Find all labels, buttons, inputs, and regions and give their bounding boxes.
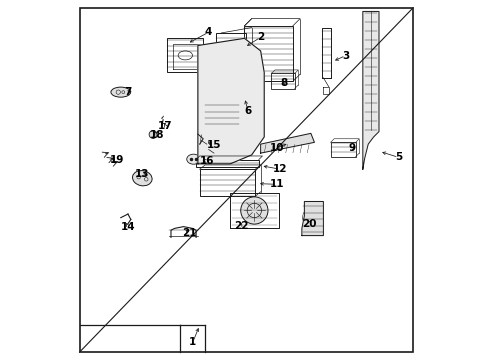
Text: 22: 22 — [233, 221, 247, 230]
Circle shape — [240, 197, 267, 224]
Bar — [196, 159, 258, 167]
Bar — [330, 142, 355, 157]
Text: 17: 17 — [158, 121, 173, 131]
Polygon shape — [362, 12, 378, 169]
Ellipse shape — [132, 171, 152, 186]
Bar — [244, 26, 292, 81]
Text: 10: 10 — [269, 143, 284, 153]
Text: 4: 4 — [204, 27, 212, 37]
Text: 2: 2 — [257, 32, 264, 42]
Polygon shape — [301, 202, 323, 235]
Text: 5: 5 — [394, 152, 402, 162]
Polygon shape — [161, 116, 163, 118]
Text: 13: 13 — [135, 168, 149, 179]
Text: 9: 9 — [348, 143, 355, 153]
Bar — [204, 99, 239, 126]
Text: 20: 20 — [301, 219, 316, 229]
Bar — [215, 33, 246, 76]
Bar — [199, 169, 255, 196]
Text: 21: 21 — [182, 228, 196, 238]
Text: 12: 12 — [273, 164, 287, 174]
Bar — [167, 39, 203, 72]
Ellipse shape — [111, 87, 130, 97]
Text: 1: 1 — [189, 337, 196, 347]
Text: 7: 7 — [124, 87, 131, 97]
Text: 18: 18 — [149, 130, 163, 140]
Polygon shape — [198, 39, 264, 164]
Polygon shape — [260, 134, 314, 153]
Text: 8: 8 — [280, 78, 287, 88]
Text: 14: 14 — [121, 222, 135, 231]
Ellipse shape — [149, 131, 157, 138]
Text: 15: 15 — [206, 140, 221, 150]
Bar — [271, 73, 294, 89]
Text: 11: 11 — [269, 179, 284, 189]
Text: 19: 19 — [110, 155, 124, 165]
Text: 3: 3 — [341, 50, 348, 60]
Text: 6: 6 — [244, 106, 251, 116]
Ellipse shape — [186, 154, 200, 164]
Text: 16: 16 — [199, 156, 214, 166]
